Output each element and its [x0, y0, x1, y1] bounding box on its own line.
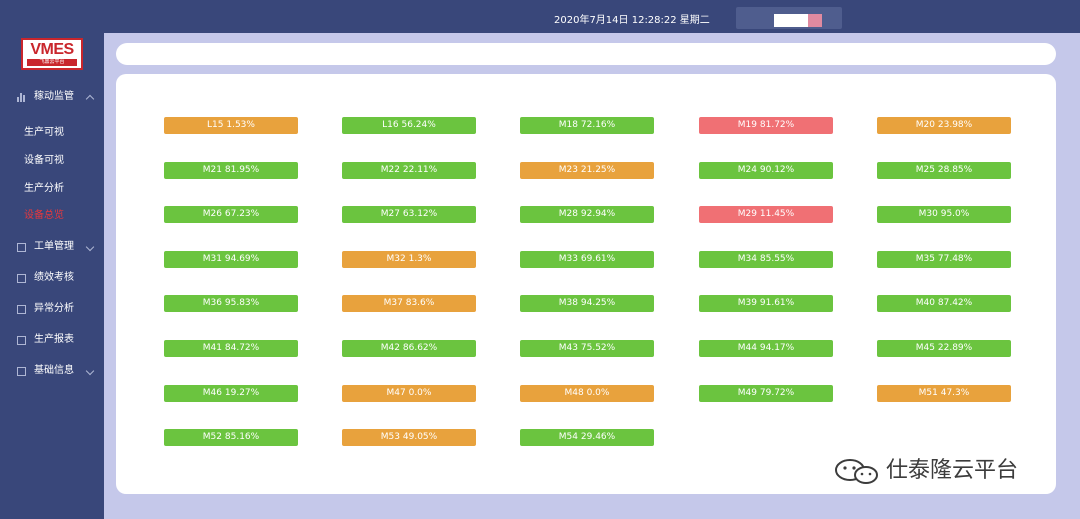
- filter-bar[interactable]: [116, 43, 1056, 65]
- sidebar-item-label: 绩效考核: [34, 272, 74, 283]
- sidebar-item-label: 生产报表: [34, 334, 74, 345]
- chevron-up-icon: [85, 94, 95, 104]
- grid-icon: [17, 243, 26, 252]
- logo-subtext: 飞鼎云平台: [27, 59, 77, 66]
- machine-status-tile[interactable]: M39 91.61%: [699, 295, 833, 312]
- sidebar-item-label: 基础信息: [34, 365, 74, 376]
- logo[interactable]: VMES 飞鼎云平台: [21, 38, 83, 70]
- sidebar-item-exception-analysis[interactable]: 异常分析: [0, 298, 104, 320]
- machine-status-tile[interactable]: M37 83.6%: [342, 295, 476, 312]
- monitor-icon: [17, 305, 26, 314]
- calendar-icon: [17, 274, 26, 283]
- sidebar-item-label: 工单管理: [34, 241, 74, 252]
- machine-status-tile[interactable]: M31 94.69%: [164, 251, 298, 268]
- table-icon: [17, 367, 26, 376]
- current-datetime: 2020年7月14日 12:28:22 星期二: [554, 15, 710, 26]
- machine-status-tile[interactable]: M54 29.46%: [520, 429, 654, 446]
- machine-status-tile[interactable]: M40 87.42%: [877, 295, 1011, 312]
- machine-status-tile[interactable]: M19 81.72%: [699, 117, 833, 134]
- chevron-down-icon: [85, 242, 95, 252]
- machine-status-tile[interactable]: M20 23.98%: [877, 117, 1011, 134]
- machine-status-tile[interactable]: M29 11.45%: [699, 206, 833, 223]
- sidebar-item-label: 稼动监管: [34, 91, 74, 102]
- machine-status-tile[interactable]: M32 1.3%: [342, 251, 476, 268]
- chevron-down-icon: [85, 366, 95, 376]
- user-name-redacted: [774, 14, 808, 27]
- machine-status-tile[interactable]: M45 22.89%: [877, 340, 1011, 357]
- machine-status-tile[interactable]: M33 69.61%: [520, 251, 654, 268]
- sidebar-subitem-equipment-visual[interactable]: 设备可视: [24, 155, 64, 166]
- machine-status-tile[interactable]: M25 28.85%: [877, 162, 1011, 179]
- machine-status-tile[interactable]: M35 77.48%: [877, 251, 1011, 268]
- sidebar-subitem-production-analysis[interactable]: 生产分析: [24, 183, 64, 194]
- wechat-icon: [835, 459, 878, 484]
- machine-status-tile[interactable]: M23 21.25%: [520, 162, 654, 179]
- bar-chart-icon: [17, 93, 26, 102]
- machine-status-tile[interactable]: M24 90.12%: [699, 162, 833, 179]
- sidebar-item-work-orders[interactable]: 工单管理: [0, 236, 104, 258]
- machine-status-tile[interactable]: M38 94.25%: [520, 295, 654, 312]
- machine-status-tile[interactable]: M22 22.11%: [342, 162, 476, 179]
- machine-status-tile[interactable]: M36 95.83%: [164, 295, 298, 312]
- machine-status-tile[interactable]: M49 79.72%: [699, 385, 833, 402]
- user-avatar: [808, 14, 822, 27]
- machine-status-tile[interactable]: M47 0.0%: [342, 385, 476, 402]
- user-info[interactable]: [736, 7, 842, 29]
- equipment-overview-panel: L15 1.53% L16 56.24% M18 72.16% M19 81.72% M…: [116, 74, 1056, 494]
- machine-status-tile[interactable]: M43 75.52%: [520, 340, 654, 357]
- sidebar-item-label: 异常分析: [34, 303, 74, 314]
- logo-text: VMES: [30, 41, 74, 58]
- sidebar-item-production-reports[interactable]: 生产报表: [0, 329, 104, 351]
- sidebar-item-utilization[interactable]: 稼动监管: [0, 86, 104, 108]
- machine-status-tile[interactable]: M28 92.94%: [520, 206, 654, 223]
- machine-status-tile[interactable]: M27 63.12%: [342, 206, 476, 223]
- machine-status-tile[interactable]: M26 67.23%: [164, 206, 298, 223]
- document-icon: [17, 336, 26, 345]
- machine-status-tile[interactable]: M44 94.17%: [699, 340, 833, 357]
- machine-status-tile[interactable]: M41 84.72%: [164, 340, 298, 357]
- machine-status-tile[interactable]: M21 81.95%: [164, 162, 298, 179]
- top-bar: 2020年7月14日 12:28:22 星期二: [0, 0, 1080, 33]
- machine-status-tile[interactable]: L15 1.53%: [164, 117, 298, 134]
- machine-status-tile[interactable]: M30 95.0%: [877, 206, 1011, 223]
- machine-status-tile[interactable]: M52 85.16%: [164, 429, 298, 446]
- machine-status-tile[interactable]: M46 19.27%: [164, 385, 298, 402]
- machine-status-tile[interactable]: M51 47.3%: [877, 385, 1011, 402]
- sidebar-subitem-equipment-overview[interactable]: 设备总览: [24, 210, 64, 221]
- machine-status-tile[interactable]: M53 49.05%: [342, 429, 476, 446]
- sidebar-item-performance[interactable]: 绩效考核: [0, 267, 104, 289]
- machine-status-tile[interactable]: L16 56.24%: [342, 117, 476, 134]
- sidebar: VMES 飞鼎云平台 稼动监管 生产可视 设备可视 生产分析 设备总览 工单管理…: [0, 33, 104, 519]
- sidebar-subitem-production-visual[interactable]: 生产可视: [24, 127, 64, 138]
- watermark-text: 仕泰隆云平台: [886, 458, 1019, 483]
- machine-status-tile[interactable]: M34 85.55%: [699, 251, 833, 268]
- machine-status-tile[interactable]: M42 86.62%: [342, 340, 476, 357]
- machine-status-tile[interactable]: M18 72.16%: [520, 117, 654, 134]
- machine-status-tile[interactable]: M48 0.0%: [520, 385, 654, 402]
- sidebar-item-basic-info[interactable]: 基础信息: [0, 360, 104, 382]
